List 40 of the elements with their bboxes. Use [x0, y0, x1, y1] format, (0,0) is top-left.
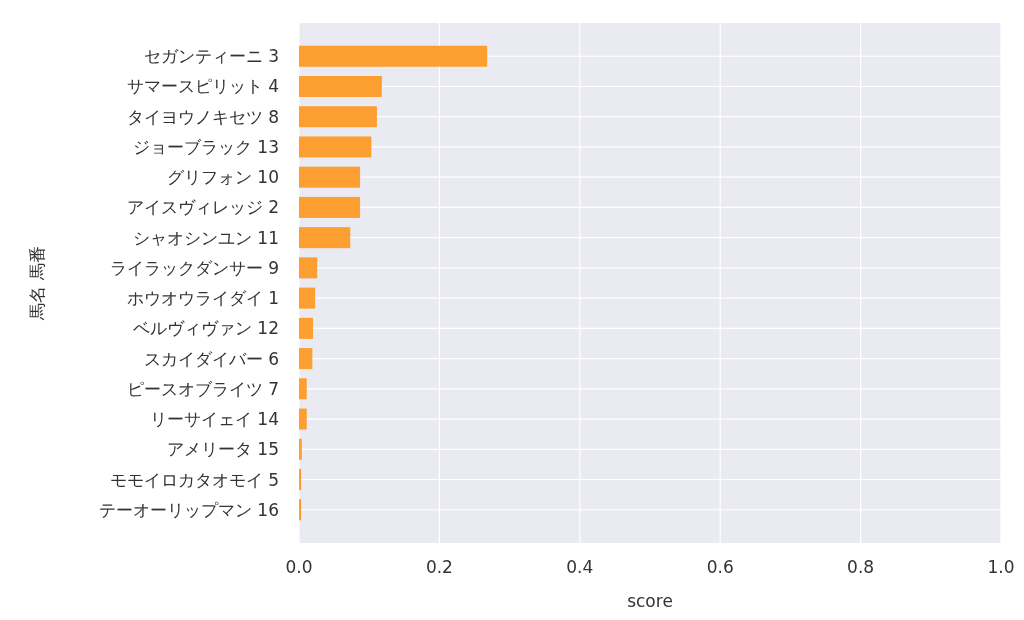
y-tick-label: ジョーブラック 13 — [132, 136, 279, 157]
x-tick-label: 0.4 — [566, 557, 594, 577]
bar — [299, 438, 302, 460]
bar — [299, 196, 361, 218]
x-tick-label: 0.6 — [706, 557, 734, 577]
y-tick-label: ピースオブライツ 7 — [126, 378, 279, 399]
bar — [299, 136, 372, 158]
y-tick-label: サマースピリット 4 — [126, 76, 279, 97]
y-tick-label: グリフォン 10 — [166, 167, 279, 188]
y-tick-label: アイスヴィレッジ 2 — [126, 197, 279, 218]
x-tick-label: 0.8 — [847, 557, 875, 577]
x-axis-title: score — [627, 591, 673, 611]
bar — [299, 408, 307, 430]
bar — [299, 469, 302, 491]
y-axis-title: 馬名 馬番 — [27, 246, 47, 321]
y-tick-label: ホウオウライダイ 1 — [126, 288, 279, 309]
bar — [299, 348, 313, 370]
bar — [299, 257, 318, 279]
y-tick-label: テーオーリップマン 16 — [98, 499, 279, 520]
y-tick-label: ベルヴィヴァン 12 — [132, 318, 279, 339]
x-tick-label: 0.2 — [425, 557, 453, 577]
bar — [299, 378, 307, 400]
bar — [299, 499, 302, 521]
bar — [299, 106, 377, 128]
bar — [299, 227, 351, 249]
bar — [299, 317, 314, 339]
y-tick-label: アメリータ 15 — [166, 439, 279, 460]
y-tick-label: セガンティーニ 3 — [143, 46, 279, 67]
bar — [299, 166, 361, 188]
bar — [299, 45, 488, 67]
x-tick-label: 0.0 — [285, 557, 313, 577]
x-tick-label: 1.0 — [987, 557, 1015, 577]
y-tick-label: リーサイェイ 14 — [149, 409, 279, 430]
bar — [299, 287, 316, 309]
y-tick-label: シャオシンユン 11 — [132, 227, 279, 248]
bar — [299, 75, 382, 97]
y-tick-label: タイヨウノキセツ 8 — [126, 106, 279, 127]
y-tick-label: スカイダイバー 6 — [143, 348, 279, 369]
y-tick-label: ライラックダンサー 9 — [109, 257, 279, 278]
y-tick-label: モモイロカタオモイ 5 — [109, 469, 279, 490]
